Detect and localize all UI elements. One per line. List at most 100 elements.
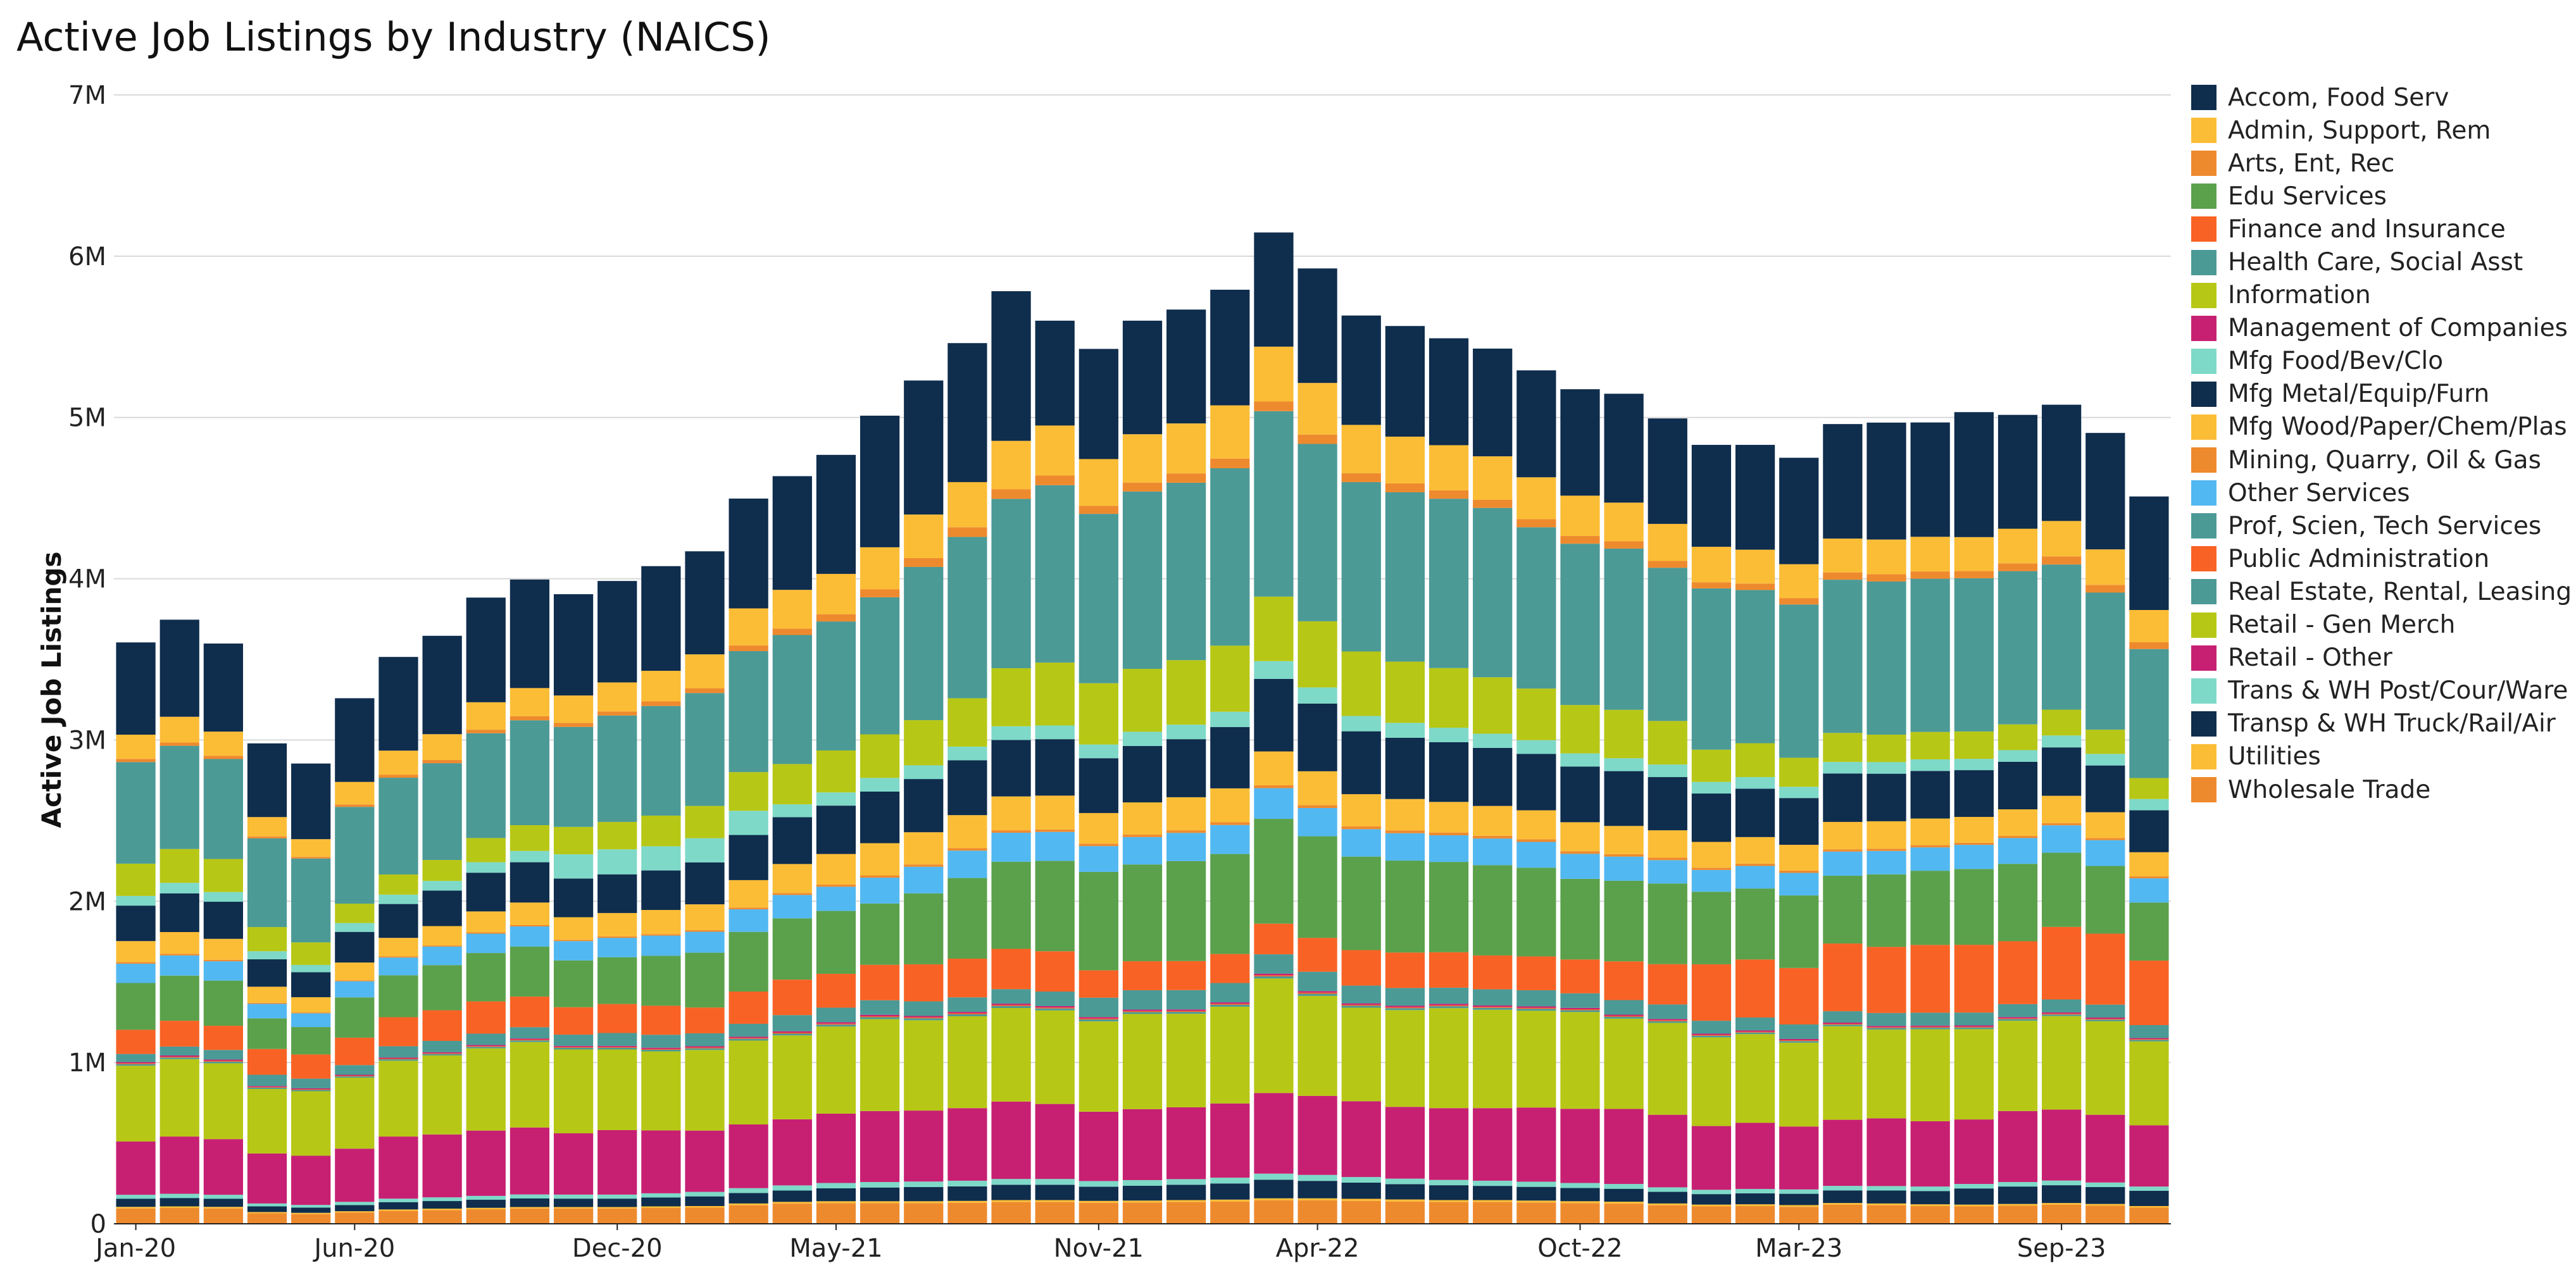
legend-item[interactable]: Trans & WH Post/Cour/Ware — [2191, 675, 2572, 707]
legend-swatch — [2191, 151, 2216, 177]
legend-item[interactable]: Prof, Scien, Tech Services — [2191, 509, 2572, 542]
bar-segment — [466, 730, 506, 733]
bar-segment — [1954, 571, 1994, 578]
legend-item[interactable]: Mfg Wood/Paper/Chem/Plas — [2191, 411, 2572, 444]
bar-segment — [1079, 349, 1118, 459]
bar-segment — [1779, 1038, 1819, 1040]
legend-item[interactable]: Mining, Quarry, Oil & Gas — [2191, 444, 2572, 476]
bar-segment — [553, 726, 594, 827]
bar-segment — [510, 716, 550, 721]
bar-segment — [466, 1046, 506, 1047]
bar-segment — [247, 1088, 287, 1154]
bar-segment — [378, 1057, 418, 1059]
bar-segment — [2085, 592, 2125, 730]
legend-item[interactable]: Mfg Food/Bev/Clo — [2191, 345, 2572, 378]
bar-segment — [1691, 1126, 1732, 1190]
legend-item[interactable]: Wholesale Trade — [2191, 773, 2572, 806]
bar-segment — [1341, 794, 1381, 827]
bar-segment — [728, 608, 768, 646]
legend-item[interactable]: Real Estate, Rental, Leasing — [2191, 575, 2572, 608]
bar-segment — [641, 1130, 681, 1193]
bar-segment — [335, 981, 375, 998]
bar-segment — [1035, 1005, 1075, 1008]
bar-segment — [1648, 830, 1687, 858]
bar-segment — [2129, 610, 2169, 642]
legend-item[interactable]: Information — [2191, 279, 2572, 312]
legend-item[interactable]: Other Services — [2191, 476, 2572, 509]
bar-segment — [2042, 404, 2082, 521]
legend-item[interactable]: Retail - Other — [2191, 642, 2572, 675]
bar-segment — [1341, 856, 1381, 950]
bar-segment — [1166, 739, 1206, 797]
bar-segment — [1910, 422, 1950, 537]
bar-segment — [1954, 816, 1994, 843]
legend-label: Admin, Support, Rem — [2228, 116, 2491, 145]
legend-item[interactable]: Accom, Food Serv — [2191, 81, 2572, 114]
bar-segment — [1166, 1202, 1206, 1224]
legend-item[interactable]: Transp & WH Truck/Rail/Air — [2191, 707, 2572, 740]
legend-swatch — [2191, 546, 2216, 572]
bar-segment — [159, 849, 199, 883]
legend-item[interactable]: Retail - Gen Merch — [2191, 609, 2572, 642]
bar-segment — [1560, 878, 1600, 960]
bar-segment — [1035, 1008, 1075, 1011]
bar-segment — [553, 826, 594, 855]
bar-segment — [291, 839, 331, 857]
bar-segment — [553, 695, 594, 723]
bar-segment — [1823, 733, 1863, 762]
bar-segment — [1779, 870, 1819, 873]
legend-item[interactable]: Finance and Insurance — [2191, 213, 2572, 246]
bar-segment — [1823, 1011, 1863, 1023]
bar-segment — [685, 1196, 725, 1206]
bar-segment — [860, 1181, 900, 1188]
bar-segment — [291, 1155, 331, 1205]
bar-segment — [335, 1148, 375, 1202]
bar-segment — [1866, 1186, 1906, 1191]
bar-segment — [1473, 989, 1513, 1005]
bar-segment — [1604, 1184, 1644, 1189]
bar-segment — [378, 750, 418, 775]
bar-segment — [1079, 1200, 1118, 1203]
bar-segment — [510, 1127, 550, 1195]
bar-segment — [291, 1089, 331, 1090]
bar-segment — [116, 962, 156, 964]
bar-segment — [1779, 787, 1819, 799]
bar-segment — [1648, 1205, 1687, 1224]
bar-segment — [378, 1209, 418, 1211]
y-axis-title: Active Job Listings — [36, 551, 67, 828]
bar-segment — [1516, 839, 1556, 842]
legend-item[interactable]: Edu Services — [2191, 180, 2572, 213]
bar-segment — [1297, 993, 1337, 996]
bar-segment — [860, 1111, 900, 1182]
bar-segment — [904, 779, 944, 833]
bar-segment — [1473, 1108, 1513, 1181]
bar-segment — [816, 454, 856, 574]
bar-segment — [728, 1040, 768, 1125]
bar-segment — [1122, 491, 1163, 669]
bar-segment — [335, 1205, 375, 1212]
bar-segment — [1560, 1009, 1600, 1011]
bar-segment — [1297, 1181, 1337, 1198]
x-tick-label: Dec-20 — [572, 1234, 663, 1263]
legend-item[interactable]: Health Care, Social Asst — [2191, 246, 2572, 278]
bar-segment — [247, 743, 287, 818]
legend-swatch — [2191, 612, 2216, 638]
legend-item[interactable]: Mfg Metal/Equip/Furn — [2191, 378, 2572, 411]
bar-segment — [1516, 1181, 1556, 1187]
bar-segment — [1429, 802, 1469, 833]
legend-item[interactable]: Admin, Support, Rem — [2191, 114, 2572, 147]
bar-segment — [553, 940, 594, 942]
bar-segment — [466, 838, 506, 862]
bar-segment — [1516, 688, 1556, 740]
bar-segment — [860, 903, 900, 965]
legend-item[interactable]: Arts, Ent, Rec — [2191, 147, 2572, 180]
bar-segment — [1254, 973, 1294, 976]
legend-item[interactable]: Public Administration — [2191, 542, 2572, 575]
legend-item[interactable]: Utilities — [2191, 740, 2572, 773]
legend-item[interactable]: Management of Companies — [2191, 312, 2572, 345]
bar-segment — [510, 946, 550, 997]
bar-segment — [1910, 537, 1950, 572]
bar-segment — [1648, 523, 1687, 561]
bar-segment — [1779, 968, 1819, 1024]
bar-segment — [247, 1087, 287, 1089]
